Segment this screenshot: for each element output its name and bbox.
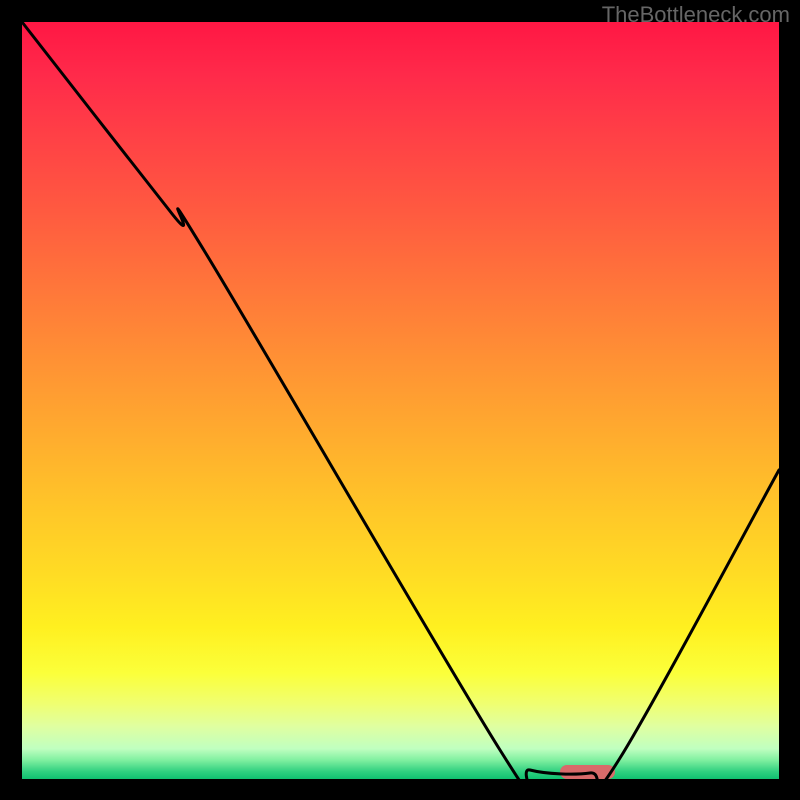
watermark-text: TheBottleneck.com (602, 2, 790, 28)
bottleneck-curve (22, 22, 779, 779)
chart-container: TheBottleneck.com (0, 0, 800, 800)
plot-area (22, 22, 779, 779)
